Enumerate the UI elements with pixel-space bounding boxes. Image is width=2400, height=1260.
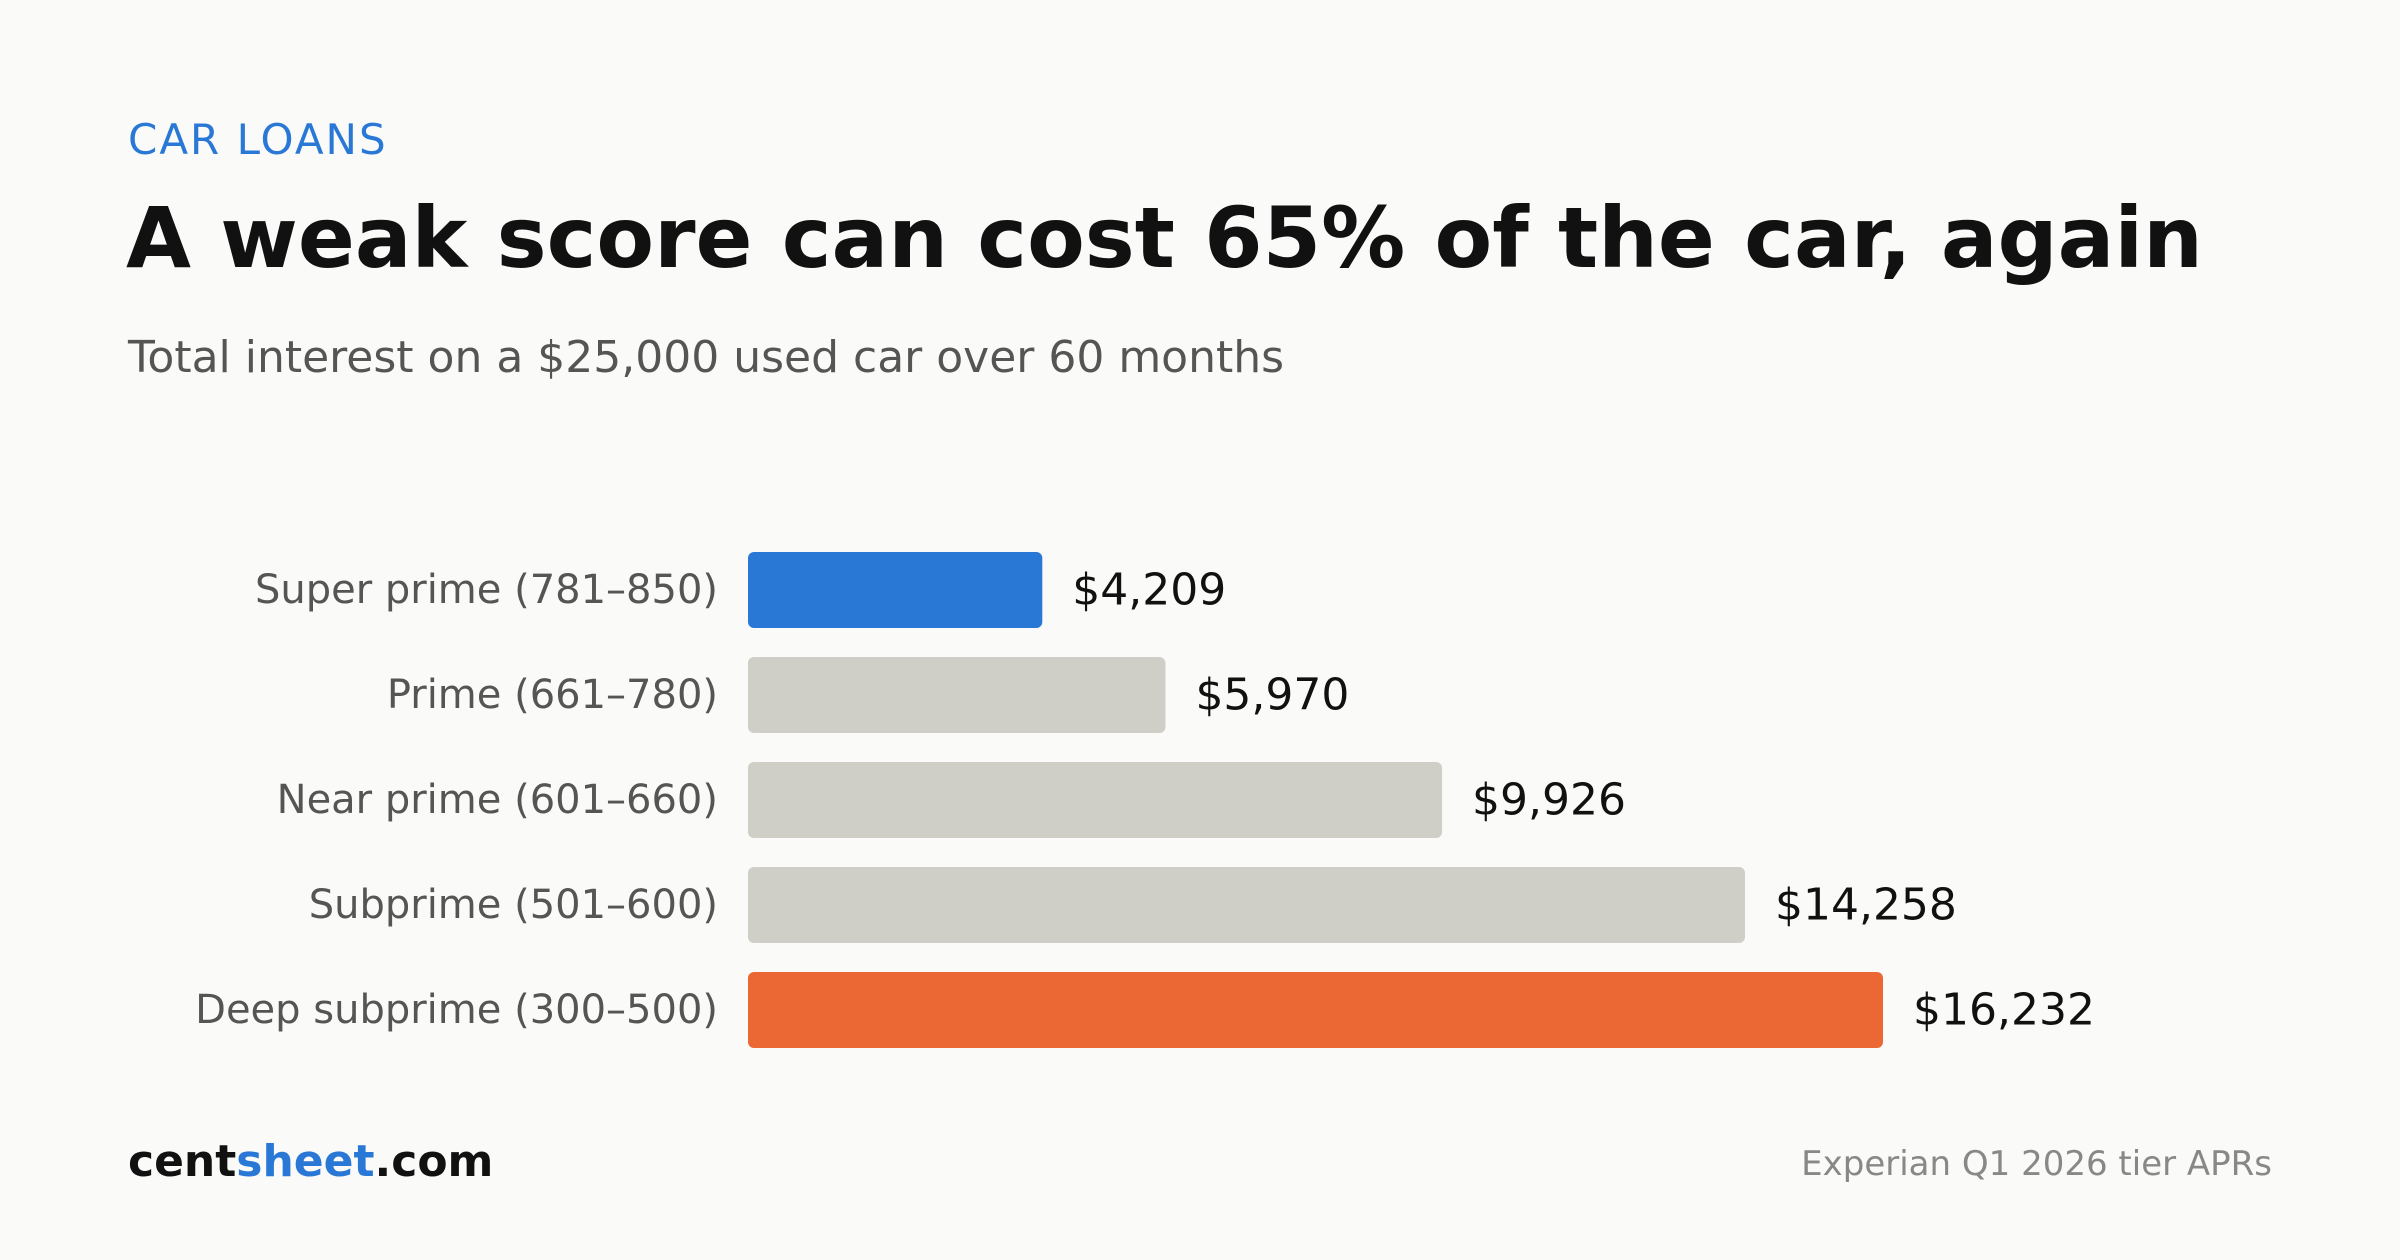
chart-kicker: CAR LOANS	[128, 115, 388, 164]
bar-0	[748, 552, 1043, 628]
value-label-2: $9,926	[1472, 775, 1626, 826]
category-label-1: Prime (661–780)	[387, 672, 718, 718]
source-note: Experian Q1 2026 tier APRs	[1801, 1144, 2272, 1184]
category-label-2: Near prime (601–660)	[277, 777, 718, 823]
bar-3	[748, 867, 1745, 943]
brand-part-cent: cent	[128, 1136, 237, 1187]
value-label-4: $16,232	[1913, 985, 2095, 1036]
bar-2	[748, 762, 1443, 838]
category-label-4: Deep subprime (300–500)	[195, 987, 718, 1033]
category-label-0: Super prime (781–850)	[255, 567, 718, 613]
value-label-1: $5,970	[1195, 670, 1349, 721]
brand-part-domain: .com	[374, 1136, 494, 1187]
bar-1	[748, 657, 1166, 733]
value-label-0: $4,209	[1072, 565, 1226, 616]
value-label-3: $14,258	[1775, 880, 1957, 931]
chart-title: A weak score can cost 65% of the car, ag…	[126, 189, 2203, 287]
bar-4	[748, 972, 1883, 1048]
chart-subtitle: Total interest on a $25,000 used car ove…	[128, 332, 1285, 383]
brand-logo: centsheet.com	[128, 1132, 493, 1192]
brand-part-sheet: sheet	[236, 1136, 375, 1187]
category-label-3: Subprime (501–600)	[309, 882, 718, 928]
